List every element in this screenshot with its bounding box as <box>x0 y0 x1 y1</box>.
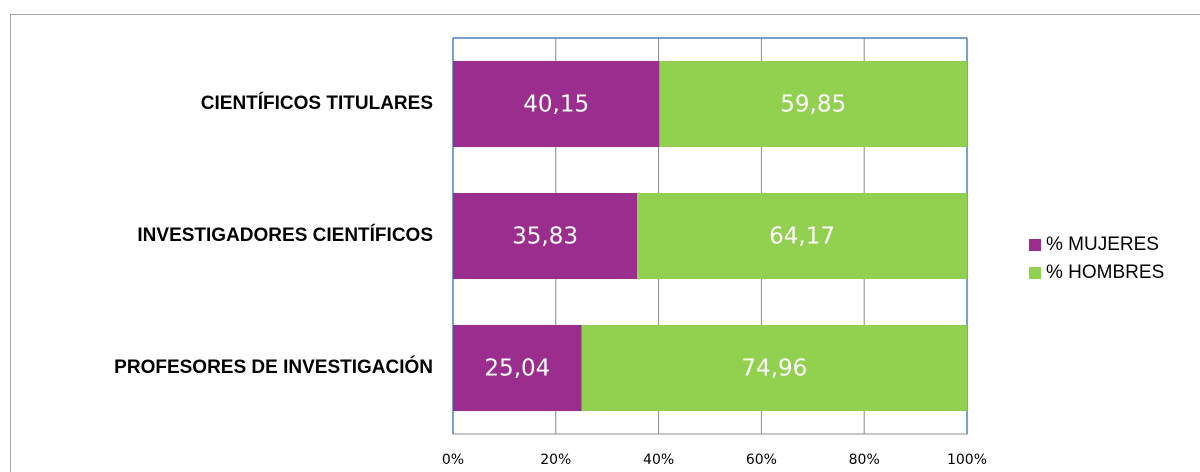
data-label: 74,96 <box>741 356 807 382</box>
legend-swatch <box>1029 239 1041 251</box>
x-tick-label: 0% <box>442 452 464 468</box>
bar <box>453 61 660 147</box>
legend-swatch <box>1029 267 1041 279</box>
bar <box>659 61 967 147</box>
legend-label: % MUJERES <box>1046 234 1159 255</box>
data-label: 59,85 <box>780 92 846 118</box>
data-label: 35,83 <box>512 224 578 250</box>
bar <box>453 193 638 279</box>
x-tick-label: 60% <box>746 452 777 468</box>
data-label: 64,17 <box>769 224 835 250</box>
y-tick-label: CIENTÍFICOS TITULARES <box>201 92 433 114</box>
x-tick-label: 100% <box>947 452 987 468</box>
y-tick-label: INVESTIGADORES CIENTÍFICOS <box>137 224 433 246</box>
bar <box>637 193 967 279</box>
x-tick-label: 20% <box>540 452 571 468</box>
bar <box>453 325 582 411</box>
x-tick-label: 40% <box>643 452 674 468</box>
data-label: 25,04 <box>484 356 550 382</box>
data-label: 40,15 <box>523 92 589 118</box>
bar <box>581 325 967 411</box>
legend-label: % HOMBRES <box>1046 262 1164 283</box>
y-tick-label: PROFESORES DE INVESTIGACIÓN <box>114 356 433 378</box>
x-tick-label: 80% <box>849 452 880 468</box>
